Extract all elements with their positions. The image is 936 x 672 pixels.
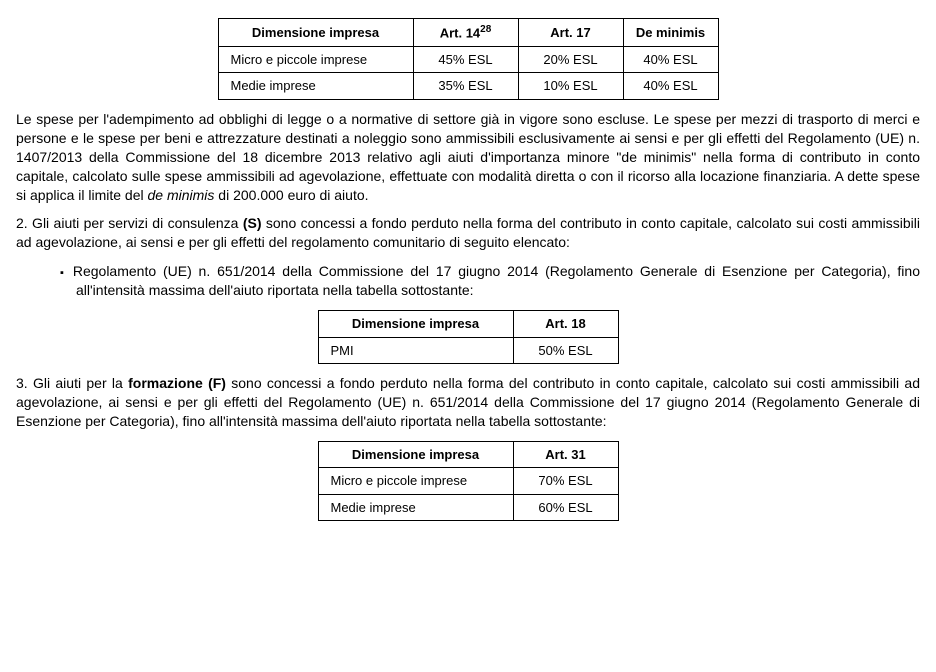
bullet-regolamento-651: Regolamento (UE) n. 651/2014 della Commi… (76, 262, 920, 300)
t1-h2: Art. 1428 (413, 19, 518, 47)
t3-h1: Dimensione impresa (318, 441, 513, 468)
t3-r2-label: Medie imprese (318, 494, 513, 521)
t3-r1-label: Micro e piccole imprese (318, 468, 513, 495)
table-dimensione-impresa-3: Dimensione impresa Art. 31 Micro e picco… (318, 441, 619, 522)
table-dimensione-impresa-2: Dimensione impresa Art. 18 PMI 50% ESL (318, 310, 619, 364)
table-row: Micro e piccole imprese 70% ESL (318, 468, 618, 495)
t3-r1-c1: 70% ESL (513, 468, 618, 495)
t2-h1: Dimensione impresa (318, 310, 513, 337)
t2-r1-c1: 50% ESL (513, 337, 618, 364)
paragraph-formazione: 3. Gli aiuti per la formazione (F) sono … (16, 374, 920, 431)
t1-h3: Art. 17 (518, 19, 623, 47)
t3-r2-c1: 60% ESL (513, 494, 618, 521)
paragraph-spese-escluse: Le spese per l'adempimento ad obblighi d… (16, 110, 920, 204)
t2-r1-label: PMI (318, 337, 513, 364)
t1-h4: De minimis (623, 19, 718, 47)
table-row: Micro e piccole imprese 45% ESL 20% ESL … (218, 46, 718, 73)
t1-r1-label: Micro e piccole imprese (218, 46, 413, 73)
t1-r2-label: Medie imprese (218, 73, 413, 100)
table-row: Medie imprese 35% ESL 10% ESL 40% ESL (218, 73, 718, 100)
table-row: Medie imprese 60% ESL (318, 494, 618, 521)
t1-r1-c3: 40% ESL (623, 46, 718, 73)
table-dimensione-impresa-1: Dimensione impresa Art. 1428 Art. 17 De … (218, 18, 719, 100)
t3-h2: Art. 31 (513, 441, 618, 468)
table-row: PMI 50% ESL (318, 337, 618, 364)
paragraph-consulenza: 2. Gli aiuti per servizi di consulenza (… (16, 214, 920, 252)
t1-r2-c3: 40% ESL (623, 73, 718, 100)
t1-h1: Dimensione impresa (218, 19, 413, 47)
t1-r2-c1: 35% ESL (413, 73, 518, 100)
t2-h2: Art. 18 (513, 310, 618, 337)
t1-r1-c2: 20% ESL (518, 46, 623, 73)
t1-r2-c2: 10% ESL (518, 73, 623, 100)
t1-r1-c1: 45% ESL (413, 46, 518, 73)
bullet-list-regolamento: Regolamento (UE) n. 651/2014 della Commi… (16, 262, 920, 300)
